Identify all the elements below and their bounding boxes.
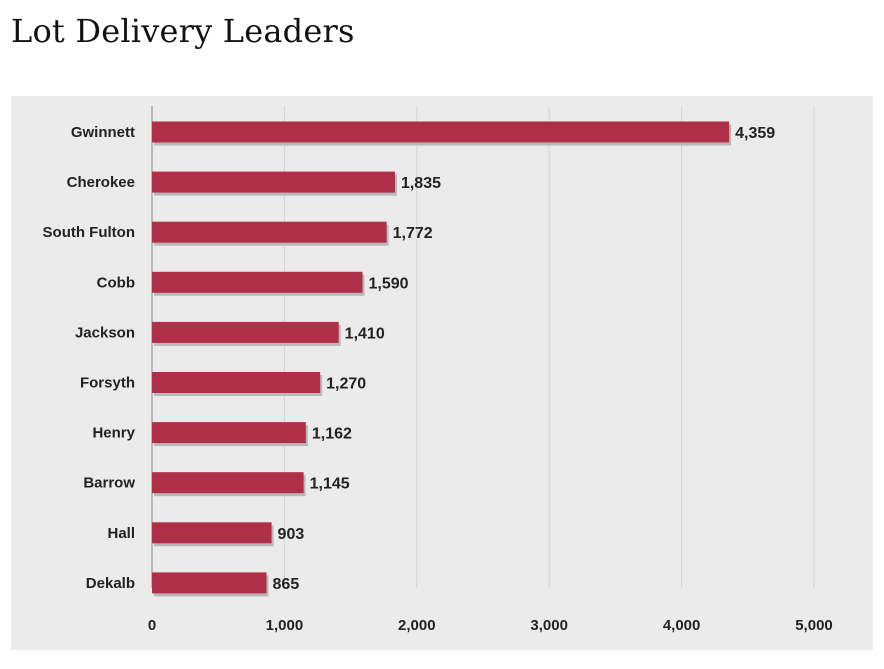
bar — [152, 572, 267, 594]
bar — [152, 271, 363, 293]
value-label: 1,590 — [369, 275, 409, 292]
x-tick-label: 4,000 — [663, 617, 701, 634]
x-axis: 0 1,000 2,000 3,000 4,000 5,000 — [148, 617, 833, 634]
value-label: 1,145 — [310, 476, 350, 493]
value-label: 903 — [278, 526, 305, 543]
value-label: 4,359 — [735, 125, 775, 142]
bar — [152, 522, 272, 544]
value-label: 1,410 — [345, 325, 385, 342]
value-label: 1,772 — [393, 225, 433, 242]
category-label: Cherokee — [67, 174, 135, 191]
bar — [152, 321, 339, 343]
bar — [152, 472, 304, 494]
labels: Gwinnett 4,359 Cherokee 1,835 South Fulton 1,… — [43, 124, 776, 593]
category-label: Dekalb — [86, 575, 135, 592]
value-label: 1,835 — [401, 175, 441, 192]
x-tick-label: 2,000 — [398, 617, 436, 634]
category-label: Forsyth — [80, 375, 135, 392]
category-label: Jackson — [75, 324, 135, 341]
category-label: Henry — [92, 425, 135, 442]
bar — [152, 372, 321, 393]
x-tick-label: 1,000 — [266, 617, 304, 634]
category-label: South Fulton — [43, 224, 135, 241]
bars — [152, 121, 732, 597]
category-label: Barrow — [83, 475, 135, 492]
bar — [152, 221, 387, 243]
bar — [152, 171, 395, 193]
value-label: 865 — [273, 576, 300, 593]
page-title: Lot Delivery Leaders — [11, 12, 355, 50]
bar-chart: 0 1,000 2,000 3,000 4,000 5,000 Gwinnett 4,359… — [43, 106, 833, 634]
category-label: Hall — [107, 525, 135, 542]
value-label: 1,162 — [312, 426, 352, 443]
x-tick-label: 3,000 — [530, 617, 568, 634]
value-label: 1,270 — [326, 376, 366, 393]
x-tick-label: 0 — [148, 617, 156, 634]
x-tick-label: 5,000 — [795, 617, 833, 634]
bar — [152, 121, 730, 143]
category-label: Cobb — [97, 274, 135, 291]
category-label: Gwinnett — [71, 124, 135, 141]
chart-panel: 0 1,000 2,000 3,000 4,000 5,000 Gwinnett 4,359… — [11, 96, 873, 650]
bar — [152, 422, 306, 444]
